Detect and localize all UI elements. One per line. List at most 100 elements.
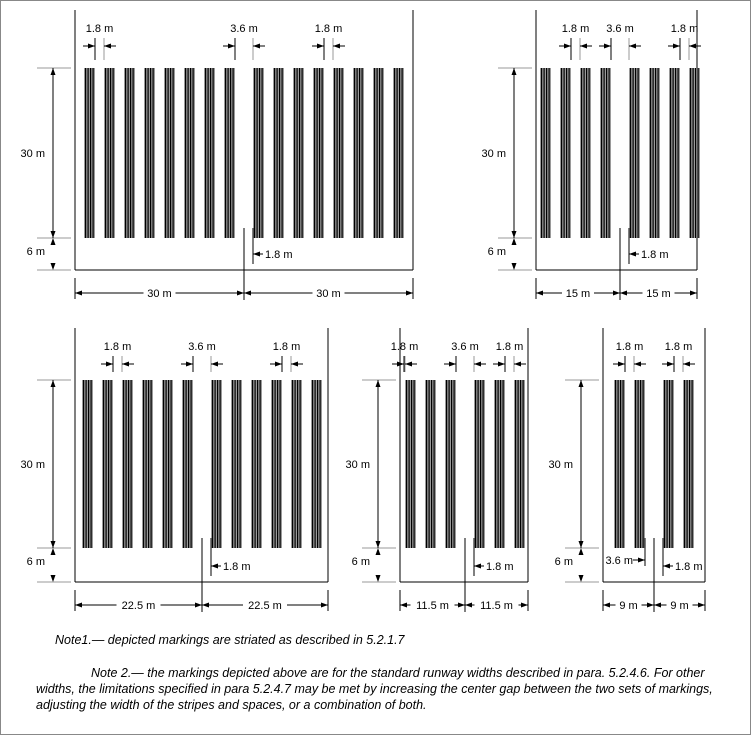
stripe-striation — [356, 68, 358, 238]
arrowhead-icon — [511, 68, 517, 75]
label-bg — [143, 286, 176, 300]
stripe-fill — [373, 68, 384, 238]
arrowhead-icon — [397, 361, 404, 367]
threshold-stripe — [560, 68, 571, 238]
stripe-striation — [192, 68, 194, 238]
arrowhead-icon — [211, 563, 218, 569]
arrowhead-icon — [253, 251, 260, 257]
arrowhead-icon — [50, 380, 56, 387]
stripe-fill — [634, 380, 645, 548]
stripe-spacing-label: 1.8 m — [496, 341, 524, 353]
stripe-striation — [314, 68, 316, 238]
stripe-striation — [312, 380, 314, 548]
stripe-striation — [615, 380, 617, 548]
stripe-striation — [170, 68, 172, 238]
arrowhead-icon — [604, 43, 611, 49]
stripe-striation — [205, 68, 207, 238]
threshold-stripe — [634, 380, 645, 548]
stripe-striation — [399, 68, 401, 238]
stripe-striation — [675, 68, 677, 238]
stripe-striation — [522, 380, 524, 548]
arrowhead-icon — [375, 541, 381, 548]
threshold-stripe — [291, 380, 302, 548]
arrowhead-icon — [237, 290, 244, 296]
arrowhead-icon — [244, 290, 251, 296]
stripe-striation — [543, 68, 545, 238]
arrowhead-icon — [104, 43, 111, 49]
center-offset-label: 1.8 m — [486, 561, 514, 573]
panel-runway-60m: 30 m 6 m 1.8 m 30 m 30 m 1.8 m 3.6 m 1.8 m — [21, 10, 414, 300]
stripe-striation — [185, 380, 187, 548]
stripe-striation — [317, 380, 319, 548]
half-width-label: 30 m — [316, 288, 340, 300]
stripe-striation — [561, 68, 563, 238]
stripe-fill — [663, 380, 674, 548]
stripe-striation — [448, 380, 450, 548]
stripe-striation — [689, 380, 691, 548]
threshold-stripe — [614, 380, 625, 548]
arrowhead-icon — [75, 290, 82, 296]
arrowhead-icon — [698, 602, 705, 608]
stripe-striation — [637, 380, 639, 548]
stripe-striation — [640, 380, 642, 548]
stripe-fill — [104, 68, 115, 238]
stripe-striation — [272, 380, 274, 548]
threshold-stripe — [211, 380, 222, 548]
arrowhead-icon — [333, 43, 340, 49]
stripe-striation — [90, 68, 92, 238]
stripe-striation — [107, 68, 109, 238]
stripe-striation — [475, 380, 477, 548]
stripe-striation — [172, 68, 174, 238]
stripe-striation — [563, 68, 565, 238]
stripe-striation — [497, 380, 499, 548]
stripe-striation — [339, 68, 341, 238]
arrowhead-icon — [186, 361, 193, 367]
stripe-striation — [257, 380, 259, 548]
stripe-striation — [212, 380, 214, 548]
stripe-striation — [394, 68, 396, 238]
arrowhead-icon — [618, 361, 625, 367]
stripe-striation — [239, 380, 241, 548]
note-1: Note1.— depicted markings are striated a… — [55, 633, 405, 647]
stripe-striation — [210, 68, 212, 238]
threshold-stripe — [122, 380, 133, 548]
stripe-striation — [301, 68, 303, 238]
threshold-stripe — [445, 380, 456, 548]
stripe-striation — [152, 68, 154, 238]
threshold-stripe — [405, 380, 416, 548]
stripe-striation — [321, 68, 323, 238]
arrowhead-icon — [511, 231, 517, 238]
threshold-stripe — [124, 68, 135, 238]
stripe-fill — [474, 380, 485, 548]
stripe-striation — [125, 380, 127, 548]
stripe-striation — [294, 380, 296, 548]
center-gap-label: 3.6 m — [605, 555, 633, 567]
stripe-striation — [411, 380, 413, 548]
stripe-striation — [606, 68, 608, 238]
arrowhead-icon — [465, 602, 472, 608]
half-width-label: 11.5 m — [416, 600, 449, 612]
label-bg — [410, 598, 455, 612]
stripe-striation — [87, 68, 89, 238]
stripe-striation — [254, 68, 256, 238]
stripe-striation — [480, 380, 482, 548]
threshold-stripe — [271, 380, 282, 548]
threshold-stripe — [311, 380, 322, 548]
half-width-label: 30 m — [147, 288, 171, 300]
stripe-fill — [102, 380, 113, 548]
note-2: Note 2.— the markings depicted above are… — [36, 666, 713, 712]
stripe-striation — [130, 68, 132, 238]
stripe-striation — [147, 68, 149, 238]
arrowhead-icon — [275, 361, 282, 367]
stripe-striation — [334, 68, 336, 238]
stripe-fill — [211, 380, 222, 548]
stripe-striation — [650, 68, 652, 238]
stripe-fill — [291, 380, 302, 548]
stripe-striation — [190, 380, 192, 548]
arrowhead-icon — [106, 361, 113, 367]
center-offset-label: 1.8 m — [675, 561, 703, 573]
stripe-striation — [105, 68, 107, 238]
panel-runway-45m: 30 m 6 m 1.8 m 22.5 m 22.5 m 1.8 m 3.6 m 1.8 m — [21, 328, 329, 612]
stripe-fill — [393, 68, 404, 238]
stripe-striation — [127, 68, 129, 238]
